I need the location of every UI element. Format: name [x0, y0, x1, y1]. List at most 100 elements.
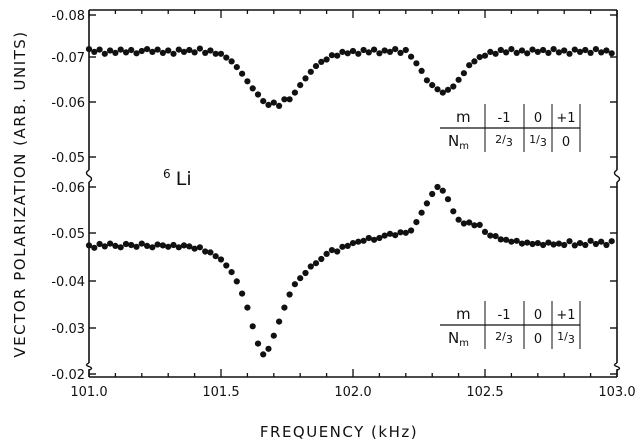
- data-point-upper: [439, 89, 446, 96]
- data-point-upper: [122, 49, 130, 56]
- x-tick-label: 102.0: [334, 385, 371, 400]
- data-point-upper: [365, 49, 372, 56]
- data-point-upper: [466, 62, 473, 69]
- value-minus1: 2/3: [495, 133, 513, 149]
- row-label-m: m: [456, 108, 471, 126]
- data-point-lower: [381, 232, 388, 239]
- data-point-upper: [534, 48, 541, 56]
- data-point-lower: [413, 219, 420, 226]
- data-point-lower: [608, 238, 615, 245]
- data-point-upper: [492, 50, 499, 57]
- data-point-lower: [423, 200, 430, 207]
- data-point-lower: [471, 222, 478, 229]
- data-point-lower: [587, 237, 594, 244]
- data-point-lower: [233, 278, 240, 285]
- data-point-lower: [450, 208, 457, 215]
- data-point-upper: [587, 49, 594, 57]
- data-point-upper: [434, 86, 441, 93]
- data-point-upper: [408, 53, 415, 60]
- data-point-lower: [265, 345, 272, 352]
- data-point-lower: [85, 242, 93, 249]
- x-tick-label: 101.0: [70, 385, 107, 400]
- data-point-upper: [550, 46, 557, 53]
- data-point-upper: [154, 46, 161, 53]
- data-point-lower: [117, 244, 124, 251]
- data-point-upper: [159, 49, 166, 57]
- data-point-upper: [144, 46, 151, 53]
- data-point-lower: [318, 255, 325, 263]
- data-point-upper: [386, 48, 394, 56]
- header-m-0: 0: [534, 111, 542, 126]
- data-point-lower: [180, 242, 188, 249]
- data-point-upper: [207, 47, 214, 54]
- data-point-upper: [518, 47, 526, 54]
- data-point-lower: [112, 242, 119, 249]
- y-tick-label: -0.06: [51, 96, 85, 111]
- x-tick-label: 102.5: [466, 385, 503, 400]
- data-point-upper: [191, 49, 198, 56]
- data-point-lower: [323, 250, 330, 257]
- data-point-upper: [471, 58, 478, 65]
- data-point-upper: [476, 54, 483, 61]
- data-point-upper: [460, 70, 467, 77]
- data-point-upper: [582, 46, 589, 54]
- data-point-upper: [355, 50, 362, 57]
- data-point-lower: [513, 237, 520, 244]
- data-point-lower: [249, 323, 256, 330]
- data-point-lower: [439, 187, 446, 194]
- data-point-lower: [598, 238, 605, 245]
- y-tick-label: -0.04: [51, 275, 85, 290]
- data-point-upper: [212, 50, 219, 57]
- data-point-upper: [497, 46, 504, 54]
- data-points: [85, 45, 615, 358]
- data-point-lower: [476, 221, 483, 228]
- data-point-upper: [217, 50, 225, 57]
- data-point-lower: [223, 262, 230, 269]
- data-point-upper: [418, 67, 425, 74]
- break-right-bottom: [613, 362, 621, 371]
- data-point-upper: [170, 50, 177, 57]
- data-point-lower: [408, 227, 415, 234]
- data-point-upper: [117, 46, 124, 53]
- data-point-lower: [460, 220, 467, 227]
- data-point-lower: [191, 245, 198, 252]
- data-point-lower: [540, 241, 547, 249]
- row-label-m: m: [456, 305, 471, 323]
- data-point-lower: [149, 244, 156, 251]
- data-point-lower: [444, 196, 452, 203]
- data-point-upper: [513, 49, 520, 57]
- data-point-upper: [302, 75, 309, 82]
- value-0: 1/3: [529, 133, 547, 149]
- data-point-upper: [149, 48, 156, 56]
- data-point-lower: [508, 238, 515, 245]
- data-point-lower: [96, 240, 103, 248]
- isotope-mass: 6: [163, 167, 171, 181]
- data-point-lower: [545, 239, 552, 246]
- data-point-lower: [328, 247, 335, 254]
- data-point-lower: [133, 243, 140, 250]
- data-point-upper: [571, 46, 578, 53]
- data-point-lower: [550, 241, 557, 248]
- data-point-upper: [180, 48, 188, 56]
- data-point-upper: [265, 101, 272, 108]
- data-point-lower: [571, 242, 578, 249]
- data-point-upper: [608, 50, 615, 57]
- data-point-upper: [276, 102, 283, 109]
- data-point-lower: [276, 318, 283, 325]
- data-point-upper: [260, 98, 267, 105]
- data-point-lower: [429, 190, 436, 198]
- data-point-lower: [371, 236, 378, 243]
- data-point-lower: [291, 281, 298, 288]
- data-point-upper: [312, 63, 320, 70]
- data-point-upper: [286, 96, 293, 103]
- data-point-upper: [540, 46, 547, 54]
- value-plus1: 1/3: [557, 330, 575, 346]
- value-0: 0: [534, 332, 542, 347]
- header-m-plus1: +1: [556, 111, 575, 126]
- y-tick-label: -0.06: [51, 181, 85, 196]
- data-point-lower: [186, 243, 193, 250]
- y-tick-label: -0.05: [51, 227, 85, 242]
- data-point-lower: [270, 332, 277, 339]
- data-point-lower: [592, 240, 600, 248]
- data-point-lower: [503, 236, 510, 243]
